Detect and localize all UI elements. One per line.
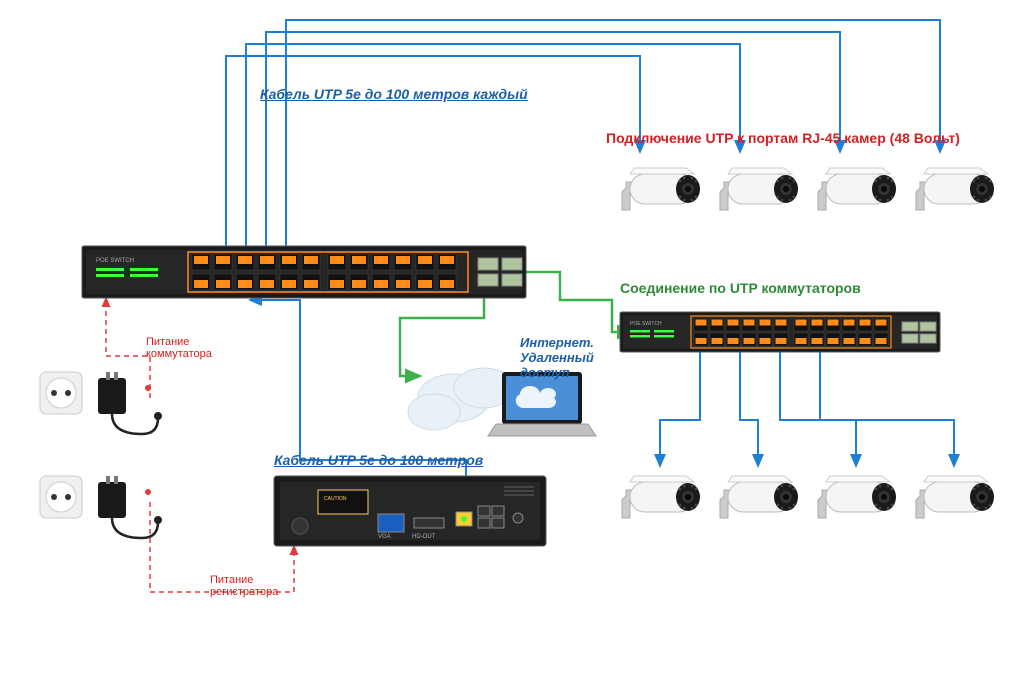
label-internet-l2: Удаленный — [520, 350, 594, 365]
camera-bottom-2 — [720, 476, 798, 518]
label-switch-link: Соединение по UTP коммутаторов — [620, 280, 861, 296]
svg-text:VGA: VGA — [378, 534, 391, 540]
label-power-nvr-l1: Питание — [210, 574, 253, 586]
poe-switch-main: POE SWITCH — [82, 246, 526, 298]
power-adapter-2 — [98, 476, 162, 538]
label-power-switch-l2: коммутатора — [146, 348, 212, 360]
nvr-recorder: CAUTION VGA HD-OUT — [274, 476, 546, 546]
label-power-switch: Питание коммутатора — [146, 336, 212, 360]
svg-text:POE SWITCH: POE SWITCH — [96, 258, 134, 264]
power-outlet-2 — [40, 476, 82, 518]
label-internet-l3: доступ — [520, 365, 570, 380]
camera-bottom-4 — [916, 476, 994, 518]
laptop-icon — [488, 372, 596, 436]
label-rj45-cameras: Подключение UTP к портам RJ-45 камер (48… — [606, 130, 960, 146]
internet-cloud — [408, 368, 514, 430]
label-power-switch-l1: Питание — [146, 336, 189, 348]
camera-top-1 — [622, 168, 700, 210]
camera-bottom-3 — [818, 476, 896, 518]
label-power-nvr-l2: регистратора — [210, 586, 278, 598]
power-outlet-1 — [40, 372, 82, 414]
label-internet: Интернет. Удаленный доступ — [520, 336, 594, 381]
label-utp-100: Кабель UTP 5e до 100 метров — [274, 452, 483, 468]
svg-text:CAUTION: CAUTION — [324, 496, 347, 502]
svg-text:HD-OUT: HD-OUT — [412, 534, 436, 540]
camera-top-2 — [720, 168, 798, 210]
label-power-nvr: Питание регистратора — [210, 574, 278, 598]
label-utp-each: Кабель UTP 5e до 100 метров каждый — [260, 86, 528, 102]
camera-bottom-1 — [622, 476, 700, 518]
svg-text:POE SWITCH: POE SWITCH — [630, 321, 662, 327]
power-adapter-1 — [98, 372, 162, 434]
camera-top-4 — [916, 168, 994, 210]
camera-top-3 — [818, 168, 896, 210]
poe-switch-secondary: POE SWITCH — [620, 312, 940, 352]
utp-lines-bottom — [660, 352, 954, 466]
label-internet-l1: Интернет. — [520, 335, 594, 350]
